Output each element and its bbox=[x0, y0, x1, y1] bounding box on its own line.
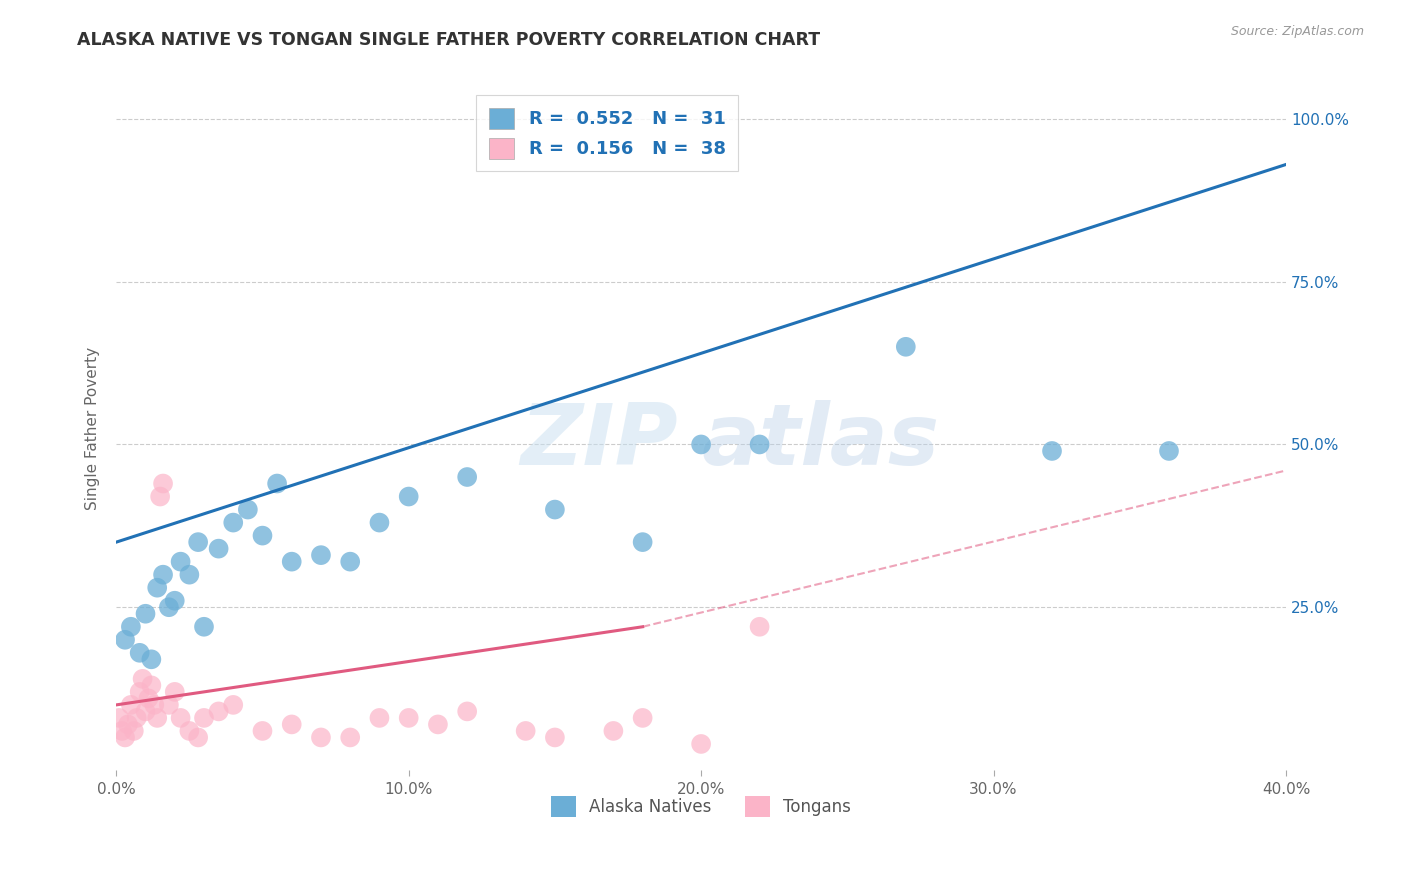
Point bbox=[368, 711, 391, 725]
Point bbox=[114, 731, 136, 745]
Point bbox=[120, 620, 142, 634]
Point bbox=[179, 567, 201, 582]
Point bbox=[152, 476, 174, 491]
Point bbox=[398, 490, 420, 504]
Point bbox=[187, 731, 209, 745]
Point bbox=[602, 723, 624, 738]
Point bbox=[134, 607, 156, 621]
Point bbox=[252, 723, 274, 738]
Point bbox=[146, 581, 169, 595]
Point bbox=[690, 437, 713, 451]
Point bbox=[134, 705, 156, 719]
Point bbox=[426, 717, 449, 731]
Point bbox=[456, 470, 478, 484]
Point bbox=[222, 516, 245, 530]
Point bbox=[339, 555, 361, 569]
Point bbox=[309, 731, 332, 745]
Point bbox=[207, 541, 229, 556]
Point bbox=[456, 705, 478, 719]
Point bbox=[157, 600, 180, 615]
Point bbox=[252, 528, 274, 542]
Point bbox=[187, 535, 209, 549]
Point bbox=[894, 340, 917, 354]
Point bbox=[1157, 444, 1180, 458]
Point bbox=[111, 723, 134, 738]
Point bbox=[152, 567, 174, 582]
Point bbox=[114, 632, 136, 647]
Point bbox=[280, 555, 302, 569]
Point bbox=[108, 711, 131, 725]
Point bbox=[280, 717, 302, 731]
Point bbox=[690, 737, 713, 751]
Point bbox=[131, 672, 153, 686]
Point bbox=[128, 646, 150, 660]
Point bbox=[222, 698, 245, 712]
Point bbox=[122, 723, 145, 738]
Point bbox=[193, 620, 215, 634]
Point bbox=[117, 717, 139, 731]
Point bbox=[631, 535, 654, 549]
Point bbox=[163, 593, 186, 607]
Point bbox=[748, 620, 770, 634]
Point bbox=[157, 698, 180, 712]
Point bbox=[125, 711, 148, 725]
Point bbox=[207, 705, 229, 719]
Point bbox=[1040, 444, 1063, 458]
Point bbox=[141, 678, 163, 692]
Point bbox=[169, 555, 191, 569]
Point bbox=[748, 437, 770, 451]
Point bbox=[169, 711, 191, 725]
Point bbox=[193, 711, 215, 725]
Point bbox=[179, 723, 201, 738]
Point bbox=[339, 731, 361, 745]
Point bbox=[544, 731, 567, 745]
Point bbox=[128, 685, 150, 699]
Point bbox=[163, 685, 186, 699]
Point bbox=[631, 711, 654, 725]
Text: atlas: atlas bbox=[702, 401, 939, 483]
Point bbox=[309, 548, 332, 562]
Text: ZIP: ZIP bbox=[520, 401, 678, 483]
Point bbox=[143, 698, 166, 712]
Point bbox=[146, 711, 169, 725]
Point bbox=[266, 476, 288, 491]
Point bbox=[138, 691, 160, 706]
Point bbox=[236, 502, 259, 516]
Point bbox=[398, 711, 420, 725]
Point bbox=[368, 516, 391, 530]
Point bbox=[149, 490, 172, 504]
Point bbox=[544, 502, 567, 516]
Text: Source: ZipAtlas.com: Source: ZipAtlas.com bbox=[1230, 25, 1364, 38]
Point bbox=[515, 723, 537, 738]
Legend: Alaska Natives, Tongans: Alaska Natives, Tongans bbox=[544, 789, 858, 823]
Y-axis label: Single Father Poverty: Single Father Poverty bbox=[86, 347, 100, 509]
Text: ALASKA NATIVE VS TONGAN SINGLE FATHER POVERTY CORRELATION CHART: ALASKA NATIVE VS TONGAN SINGLE FATHER PO… bbox=[77, 31, 821, 49]
Point bbox=[120, 698, 142, 712]
Point bbox=[141, 652, 163, 666]
